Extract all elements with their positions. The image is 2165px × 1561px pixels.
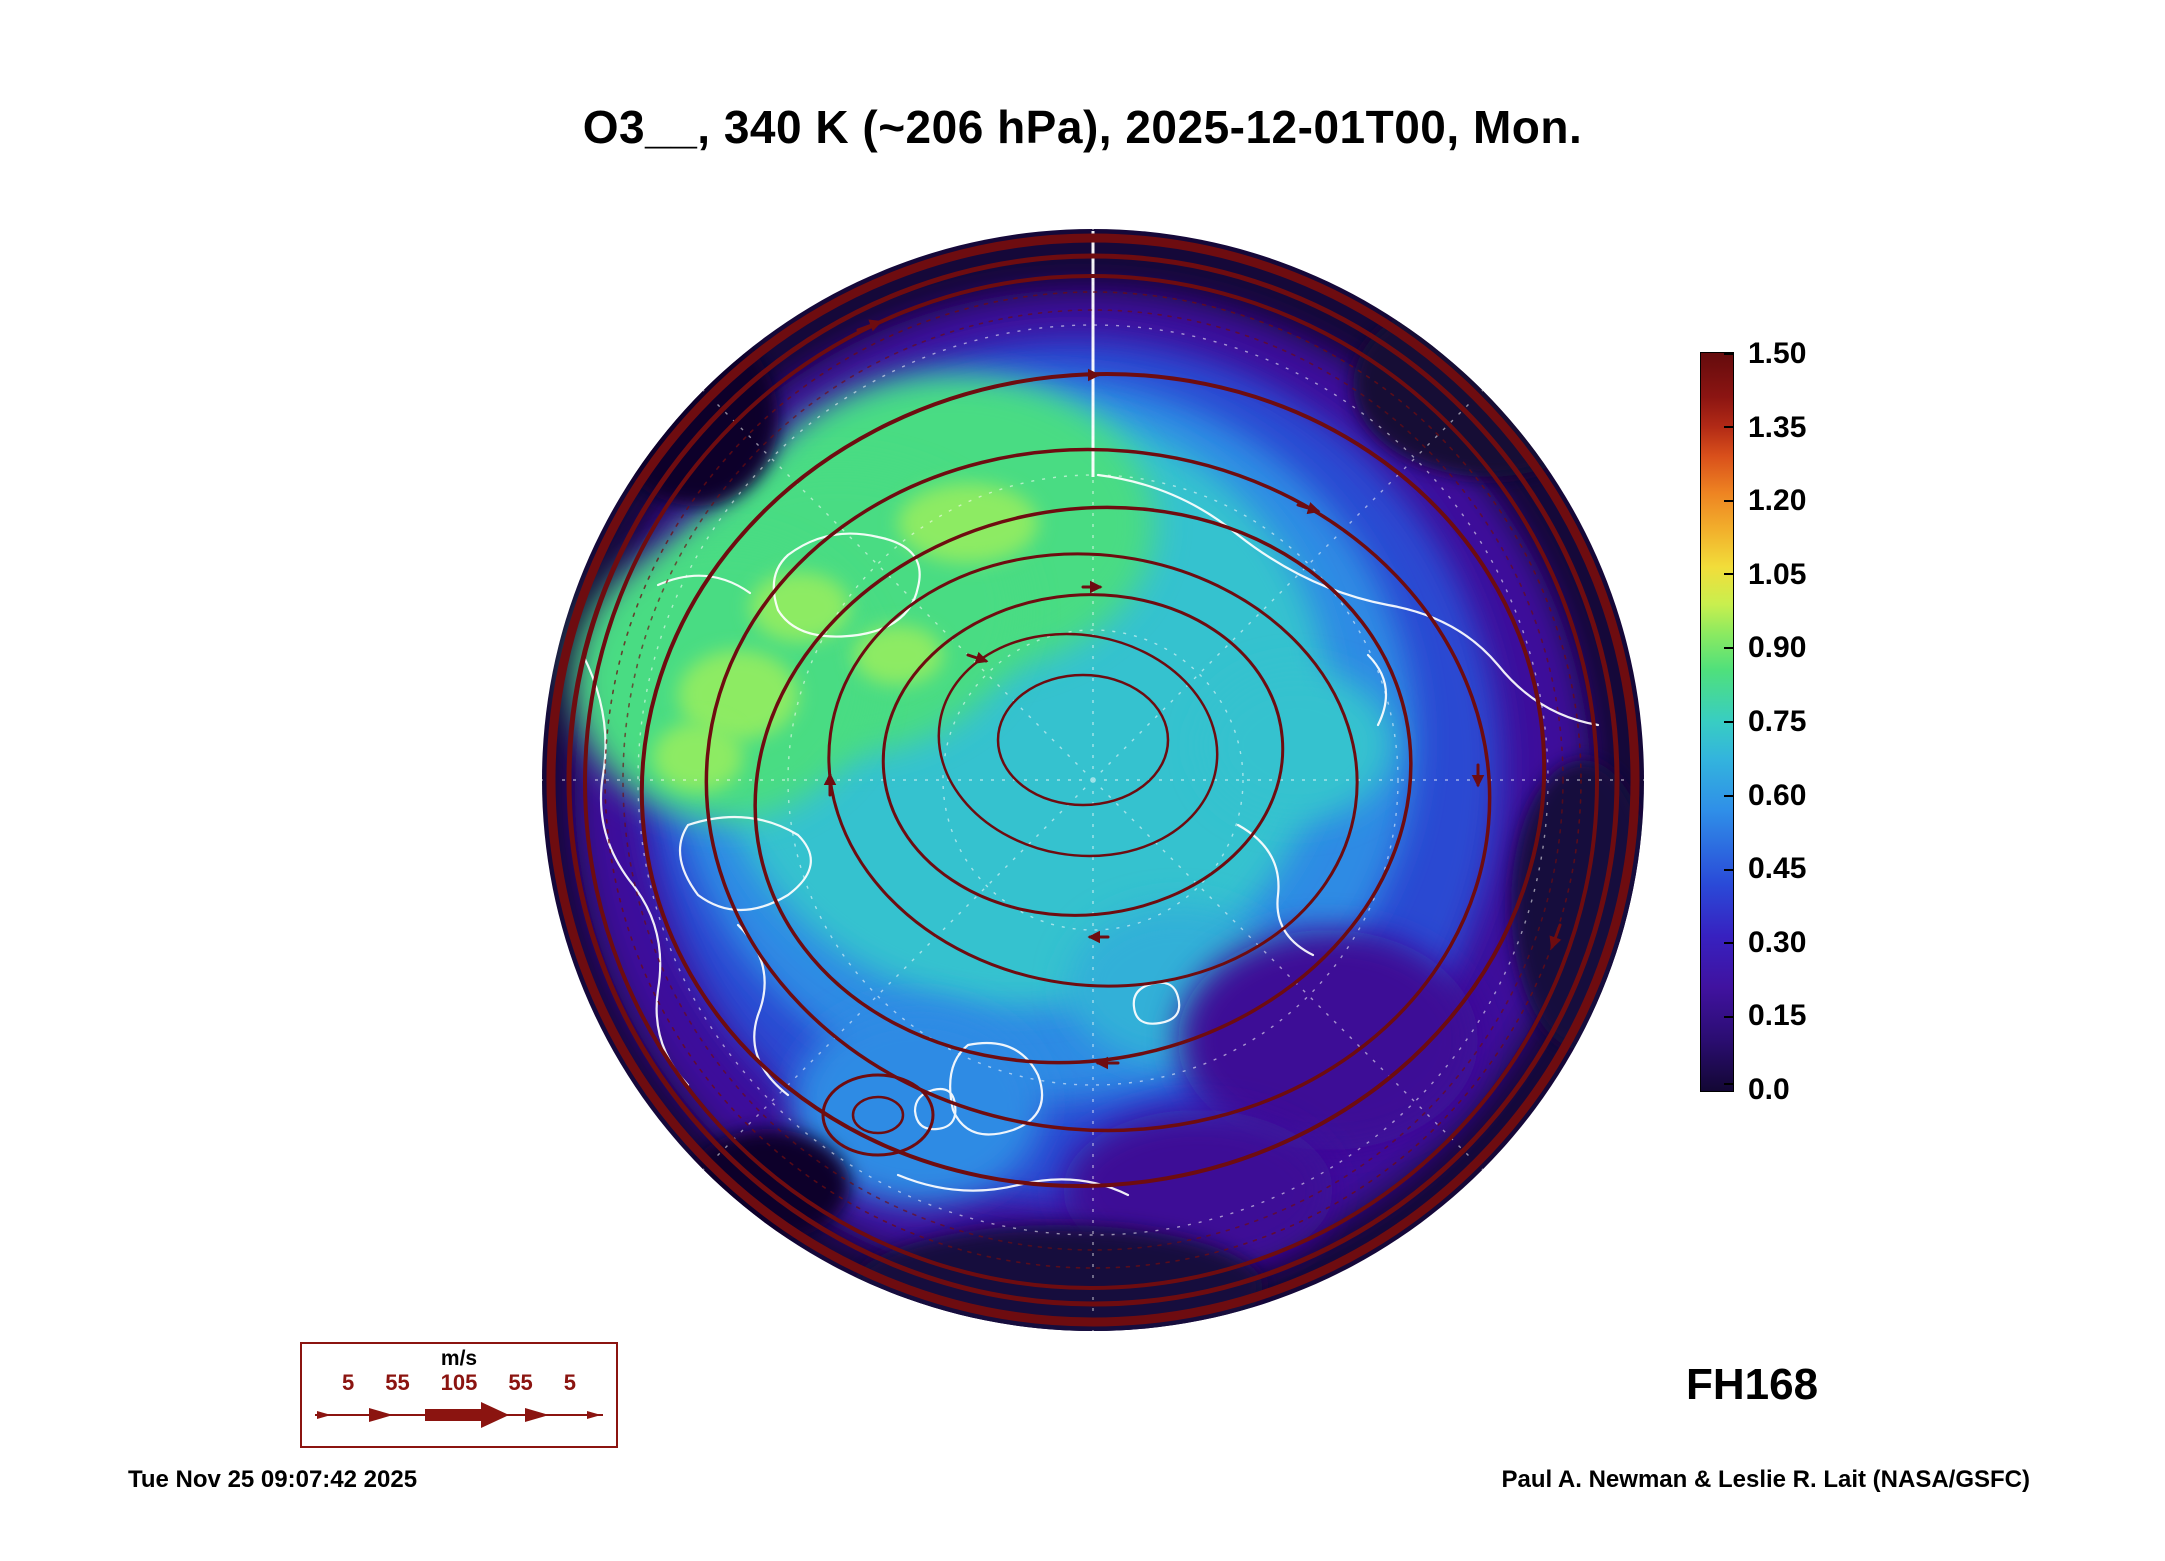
colorbar-tick-label: 0.30 bbox=[1748, 925, 1807, 959]
colorbar-tick bbox=[1724, 942, 1733, 945]
wind-speed-legend: m/s 5 55 105 55 5 bbox=[300, 1342, 618, 1448]
polar-map bbox=[538, 225, 1648, 1335]
coastlines bbox=[581, 473, 1600, 1197]
generation-timestamp: Tue Nov 25 09:07:42 2025 bbox=[128, 1466, 418, 1493]
colorbar-tick bbox=[1724, 353, 1733, 355]
colorbar-tick bbox=[1724, 1082, 1733, 1085]
colorbar-tick bbox=[1724, 499, 1733, 502]
wind-scale-tick-label: 55 bbox=[385, 1370, 410, 1395]
colorbar-tick bbox=[1724, 721, 1733, 723]
graticule bbox=[542, 229, 1644, 1331]
colorbar-tick-label: 0.0 bbox=[1748, 1072, 1790, 1106]
colorbar bbox=[1700, 352, 1734, 1092]
wind-scale-tick-label: 5 bbox=[342, 1370, 355, 1395]
colorbar-tick bbox=[1724, 868, 1733, 871]
colorbar-tick-label: 0.15 bbox=[1748, 999, 1807, 1033]
wind-scale-tick-label: 55 bbox=[508, 1370, 533, 1395]
colorbar-tick-label: 0.90 bbox=[1748, 631, 1807, 665]
colorbar-tick-label: 1.35 bbox=[1748, 410, 1807, 444]
colorbar-tick-label: 1.50 bbox=[1748, 337, 1807, 370]
colorbar-tick-label: 0.60 bbox=[1748, 778, 1807, 812]
colorbar-tick bbox=[1724, 573, 1733, 576]
colorbar-labels: 1.50 1.35 1.20 1.05 0.90 0.75 0.60 0.45 … bbox=[1748, 337, 1868, 1107]
wind-scale-tick-label: 5 bbox=[563, 1370, 576, 1395]
colorbar-tick bbox=[1724, 425, 1733, 428]
colorbar-tick bbox=[1724, 794, 1733, 797]
wind-scale-tick-label: 105 bbox=[440, 1370, 478, 1395]
wind-units-label: m/s bbox=[440, 1347, 478, 1370]
colorbar-tick-label: 0.75 bbox=[1748, 704, 1807, 738]
colorbar-tick bbox=[1724, 647, 1733, 650]
forecast-hour-label: FH168 bbox=[1686, 1360, 1819, 1409]
wind-speed-arrow-glyph bbox=[315, 1402, 603, 1428]
colorbar-tick bbox=[1724, 1016, 1733, 1019]
polar-map-figure bbox=[542, 229, 1644, 1331]
wind-scale-labels: 5 55 105 55 5 bbox=[302, 1369, 616, 1395]
colorbar-tick-label: 1.05 bbox=[1748, 557, 1807, 591]
streamlines bbox=[546, 233, 1640, 1327]
credit-line: Paul A. Newman & Leslie R. Lait (NASA/GS… bbox=[1501, 1466, 2030, 1493]
colorbar-tick-label: 1.20 bbox=[1748, 484, 1807, 518]
colorbar-tick-label: 0.45 bbox=[1748, 852, 1807, 886]
plot-title: O3__, 340 K (~206 hPa), 2025-12-01T00, M… bbox=[582, 101, 1583, 153]
